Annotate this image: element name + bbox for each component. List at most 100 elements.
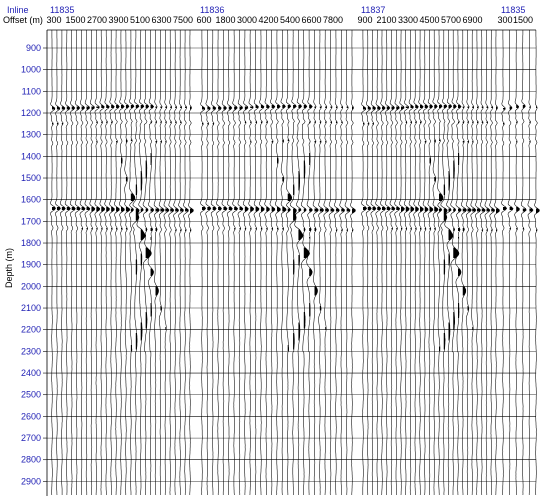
trace-wiggle xyxy=(79,30,86,496)
trace-positive-fill xyxy=(522,208,527,212)
trace-positive-fill xyxy=(145,160,147,179)
trace-wiggle xyxy=(269,30,276,496)
trace-positive-fill xyxy=(415,105,419,108)
inline-value-label: 11835 xyxy=(50,5,74,15)
trace-positive-fill xyxy=(180,229,182,231)
trace-positive-fill xyxy=(396,228,398,230)
trace-positive-fill xyxy=(175,229,177,231)
trace-wiggle xyxy=(328,30,335,496)
trace-positive-fill xyxy=(130,139,133,141)
trace-wiggle xyxy=(350,30,356,495)
y-tick-label: 2600 xyxy=(21,411,41,421)
offset-tick-label: 300 xyxy=(497,15,512,25)
trace-positive-fill xyxy=(363,207,367,210)
trace-positive-fill xyxy=(207,207,211,210)
offset-tick-label: 1500 xyxy=(513,15,533,25)
trace-positive-fill xyxy=(439,208,442,212)
trace-positive-fill xyxy=(135,184,137,195)
trace-positive-fill xyxy=(453,208,456,212)
trace-positive-fill xyxy=(207,106,211,110)
trace-positive-fill xyxy=(298,255,300,266)
trace-positive-fill xyxy=(250,106,254,108)
trace-positive-fill xyxy=(536,208,540,213)
trace-positive-fill xyxy=(516,105,519,108)
trace-wiggle xyxy=(84,29,91,495)
trace-positive-fill xyxy=(125,139,128,143)
inline-header-label: Inline xyxy=(7,5,29,15)
trace-positive-fill xyxy=(458,208,462,212)
trace-positive-fill xyxy=(472,208,476,212)
trace-positive-fill xyxy=(536,106,538,108)
trace-positive-fill xyxy=(529,121,531,123)
trace-wiggle xyxy=(232,30,239,496)
trace-positive-fill xyxy=(443,184,445,195)
trace-wiggle xyxy=(153,30,160,496)
trace-wiggles xyxy=(50,29,540,496)
trace-wiggle xyxy=(253,30,260,495)
y-tick-label: 2100 xyxy=(21,303,41,313)
inline-value-label: 11835 xyxy=(501,5,525,15)
trace-positive-fill xyxy=(335,208,340,212)
y-tick-label: 2800 xyxy=(21,455,41,465)
trace-positive-fill xyxy=(287,193,292,201)
trace-wiggle xyxy=(361,30,368,495)
trace-positive-fill xyxy=(536,229,538,231)
trace-positive-fill xyxy=(150,121,152,123)
depth-gridlines xyxy=(43,29,536,496)
trace-positive-fill xyxy=(453,228,455,231)
trace-positive-fill xyxy=(106,207,110,212)
y-tick-label: 1800 xyxy=(21,238,41,248)
trace-positive-fill xyxy=(125,228,128,230)
trace-positive-fill xyxy=(96,141,98,143)
trace-positive-fill xyxy=(212,207,217,210)
trace-positive-fill xyxy=(180,121,182,123)
trace-positive-fill xyxy=(309,208,313,212)
trace-positive-fill xyxy=(121,105,125,108)
trace-positive-fill xyxy=(522,105,526,108)
trace-positive-fill xyxy=(190,229,191,231)
trace-positive-fill xyxy=(260,121,263,123)
trace-positive-fill xyxy=(303,312,306,329)
y-tick-label: 1100 xyxy=(22,86,41,96)
trace-positive-fill xyxy=(140,322,143,341)
trace-positive-fill xyxy=(424,228,426,230)
y-tick-label: 1900 xyxy=(21,260,41,270)
trace-wiggle xyxy=(422,30,429,496)
inline-value-label: 11836 xyxy=(200,5,224,15)
trace-positive-fill xyxy=(503,207,507,210)
offset-tick-label: 900 xyxy=(357,15,372,25)
y-tick-label: 2200 xyxy=(21,325,41,335)
trace-positive-fill xyxy=(180,106,182,108)
trace-wiggle xyxy=(507,29,514,496)
trace-positive-fill xyxy=(516,207,520,212)
trace-positive-fill xyxy=(86,207,90,210)
trace-positive-fill xyxy=(516,141,518,143)
trace-positive-fill xyxy=(282,139,284,143)
trace-positive-fill xyxy=(448,229,454,240)
trace-positive-fill xyxy=(352,106,354,110)
trace-positive-fill xyxy=(165,141,167,143)
trace-positive-fill xyxy=(529,106,531,108)
trace-positive-fill xyxy=(96,207,100,212)
trace-positive-fill xyxy=(234,228,236,230)
offset-tick-label: 4500 xyxy=(419,15,439,25)
offset-tick-label: 2100 xyxy=(376,15,396,25)
trace-wiggle xyxy=(248,30,255,496)
trace-positive-fill xyxy=(140,229,146,240)
offset-tick-label: 600 xyxy=(196,15,211,25)
trace-positive-fill xyxy=(325,141,327,143)
trace-positive-fill xyxy=(223,106,227,110)
y-tick-label: 2900 xyxy=(21,476,41,486)
trace-positive-fill xyxy=(52,207,56,210)
trace-positive-fill xyxy=(145,105,149,108)
trace-positive-fill xyxy=(298,105,302,108)
trace-positive-fill xyxy=(309,105,313,108)
trace-positive-fill xyxy=(420,228,422,230)
trace-positive-fill xyxy=(135,259,137,275)
trace-wiggle xyxy=(534,30,540,496)
trace-positive-fill xyxy=(91,228,93,230)
trace-positive-fill xyxy=(314,286,318,296)
trace-positive-fill xyxy=(244,121,247,123)
trace-positive-fill xyxy=(140,253,142,266)
trace-positive-fill xyxy=(244,207,249,212)
